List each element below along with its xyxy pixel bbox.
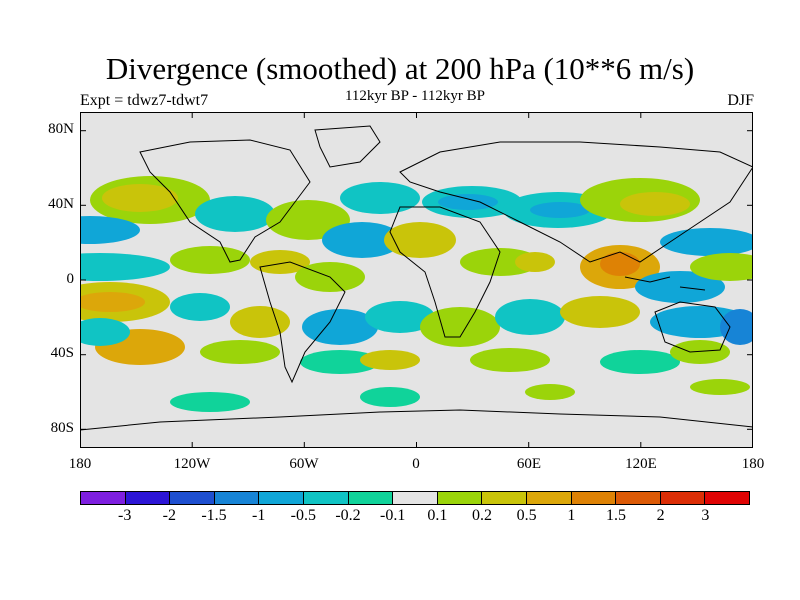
legend-tick-label: 0.5 (516, 507, 537, 524)
legend-tick-label: 1 (567, 507, 576, 524)
lat-label-0: 0 (66, 271, 75, 287)
legend-swatch (616, 492, 661, 504)
legend-tick-label: -0.5 (290, 507, 316, 524)
legend-swatch (81, 492, 126, 504)
legend-tick-label: 3 (701, 507, 710, 524)
legend-tick-label: 2 (656, 507, 665, 524)
legend-swatch (259, 492, 304, 504)
map-frame (80, 112, 753, 448)
lon-label-180w: 180 (68, 456, 92, 472)
color-legend (80, 491, 750, 505)
lon-label-60e: 60E (516, 456, 542, 472)
legend-tick-label: -3 (117, 507, 132, 524)
legend-tick-label: -1.5 (201, 507, 227, 524)
experiment-label: Expt = tdwz7-tdwt7 (80, 92, 209, 109)
coastlines (80, 125, 753, 431)
legend-tick-label: 0.1 (427, 507, 448, 524)
legend-swatch (125, 492, 171, 504)
plot-title: Divergence (smoothed) at 200 hPa (10**6 … (105, 51, 695, 86)
legend-tick-label: -2 (162, 507, 176, 524)
lat-label-40s: 40S (50, 345, 74, 361)
legend-swatch (526, 492, 572, 504)
period-label: 112kyr BP - 112kyr BP (344, 88, 485, 104)
divergence-map (80, 112, 753, 448)
lon-label-120e: 120E (625, 456, 657, 472)
lat-label-80n: 80N (48, 121, 74, 137)
legend-swatch (393, 492, 438, 504)
legend-swatch (571, 492, 617, 504)
legend-tick-label: 1.5 (606, 507, 626, 524)
lon-label-180e: 180 (741, 456, 765, 472)
season-label: DJF (727, 92, 754, 109)
legend-tick-label: -1 (251, 507, 266, 524)
legend-swatch (214, 492, 260, 504)
lon-label-120w: 120W (173, 456, 211, 472)
legend-tick-label: -0.2 (335, 507, 361, 524)
legend-swatch (303, 492, 349, 504)
legend-swatch (705, 492, 749, 504)
legend-swatch (348, 492, 394, 504)
lat-label-80s: 80S (50, 420, 74, 436)
legend-tick-label: -0.1 (379, 507, 406, 524)
lon-label-0: 0 (412, 456, 420, 472)
lon-label-60w: 60W (289, 456, 319, 472)
legend-swatch (660, 492, 706, 504)
lat-label-40n: 40N (48, 196, 74, 212)
legend-tick-label: 0.2 (472, 507, 492, 524)
legend-swatch (437, 492, 483, 504)
legend-swatch (170, 492, 215, 504)
divergence-field (80, 176, 753, 412)
legend-swatch (482, 492, 527, 504)
